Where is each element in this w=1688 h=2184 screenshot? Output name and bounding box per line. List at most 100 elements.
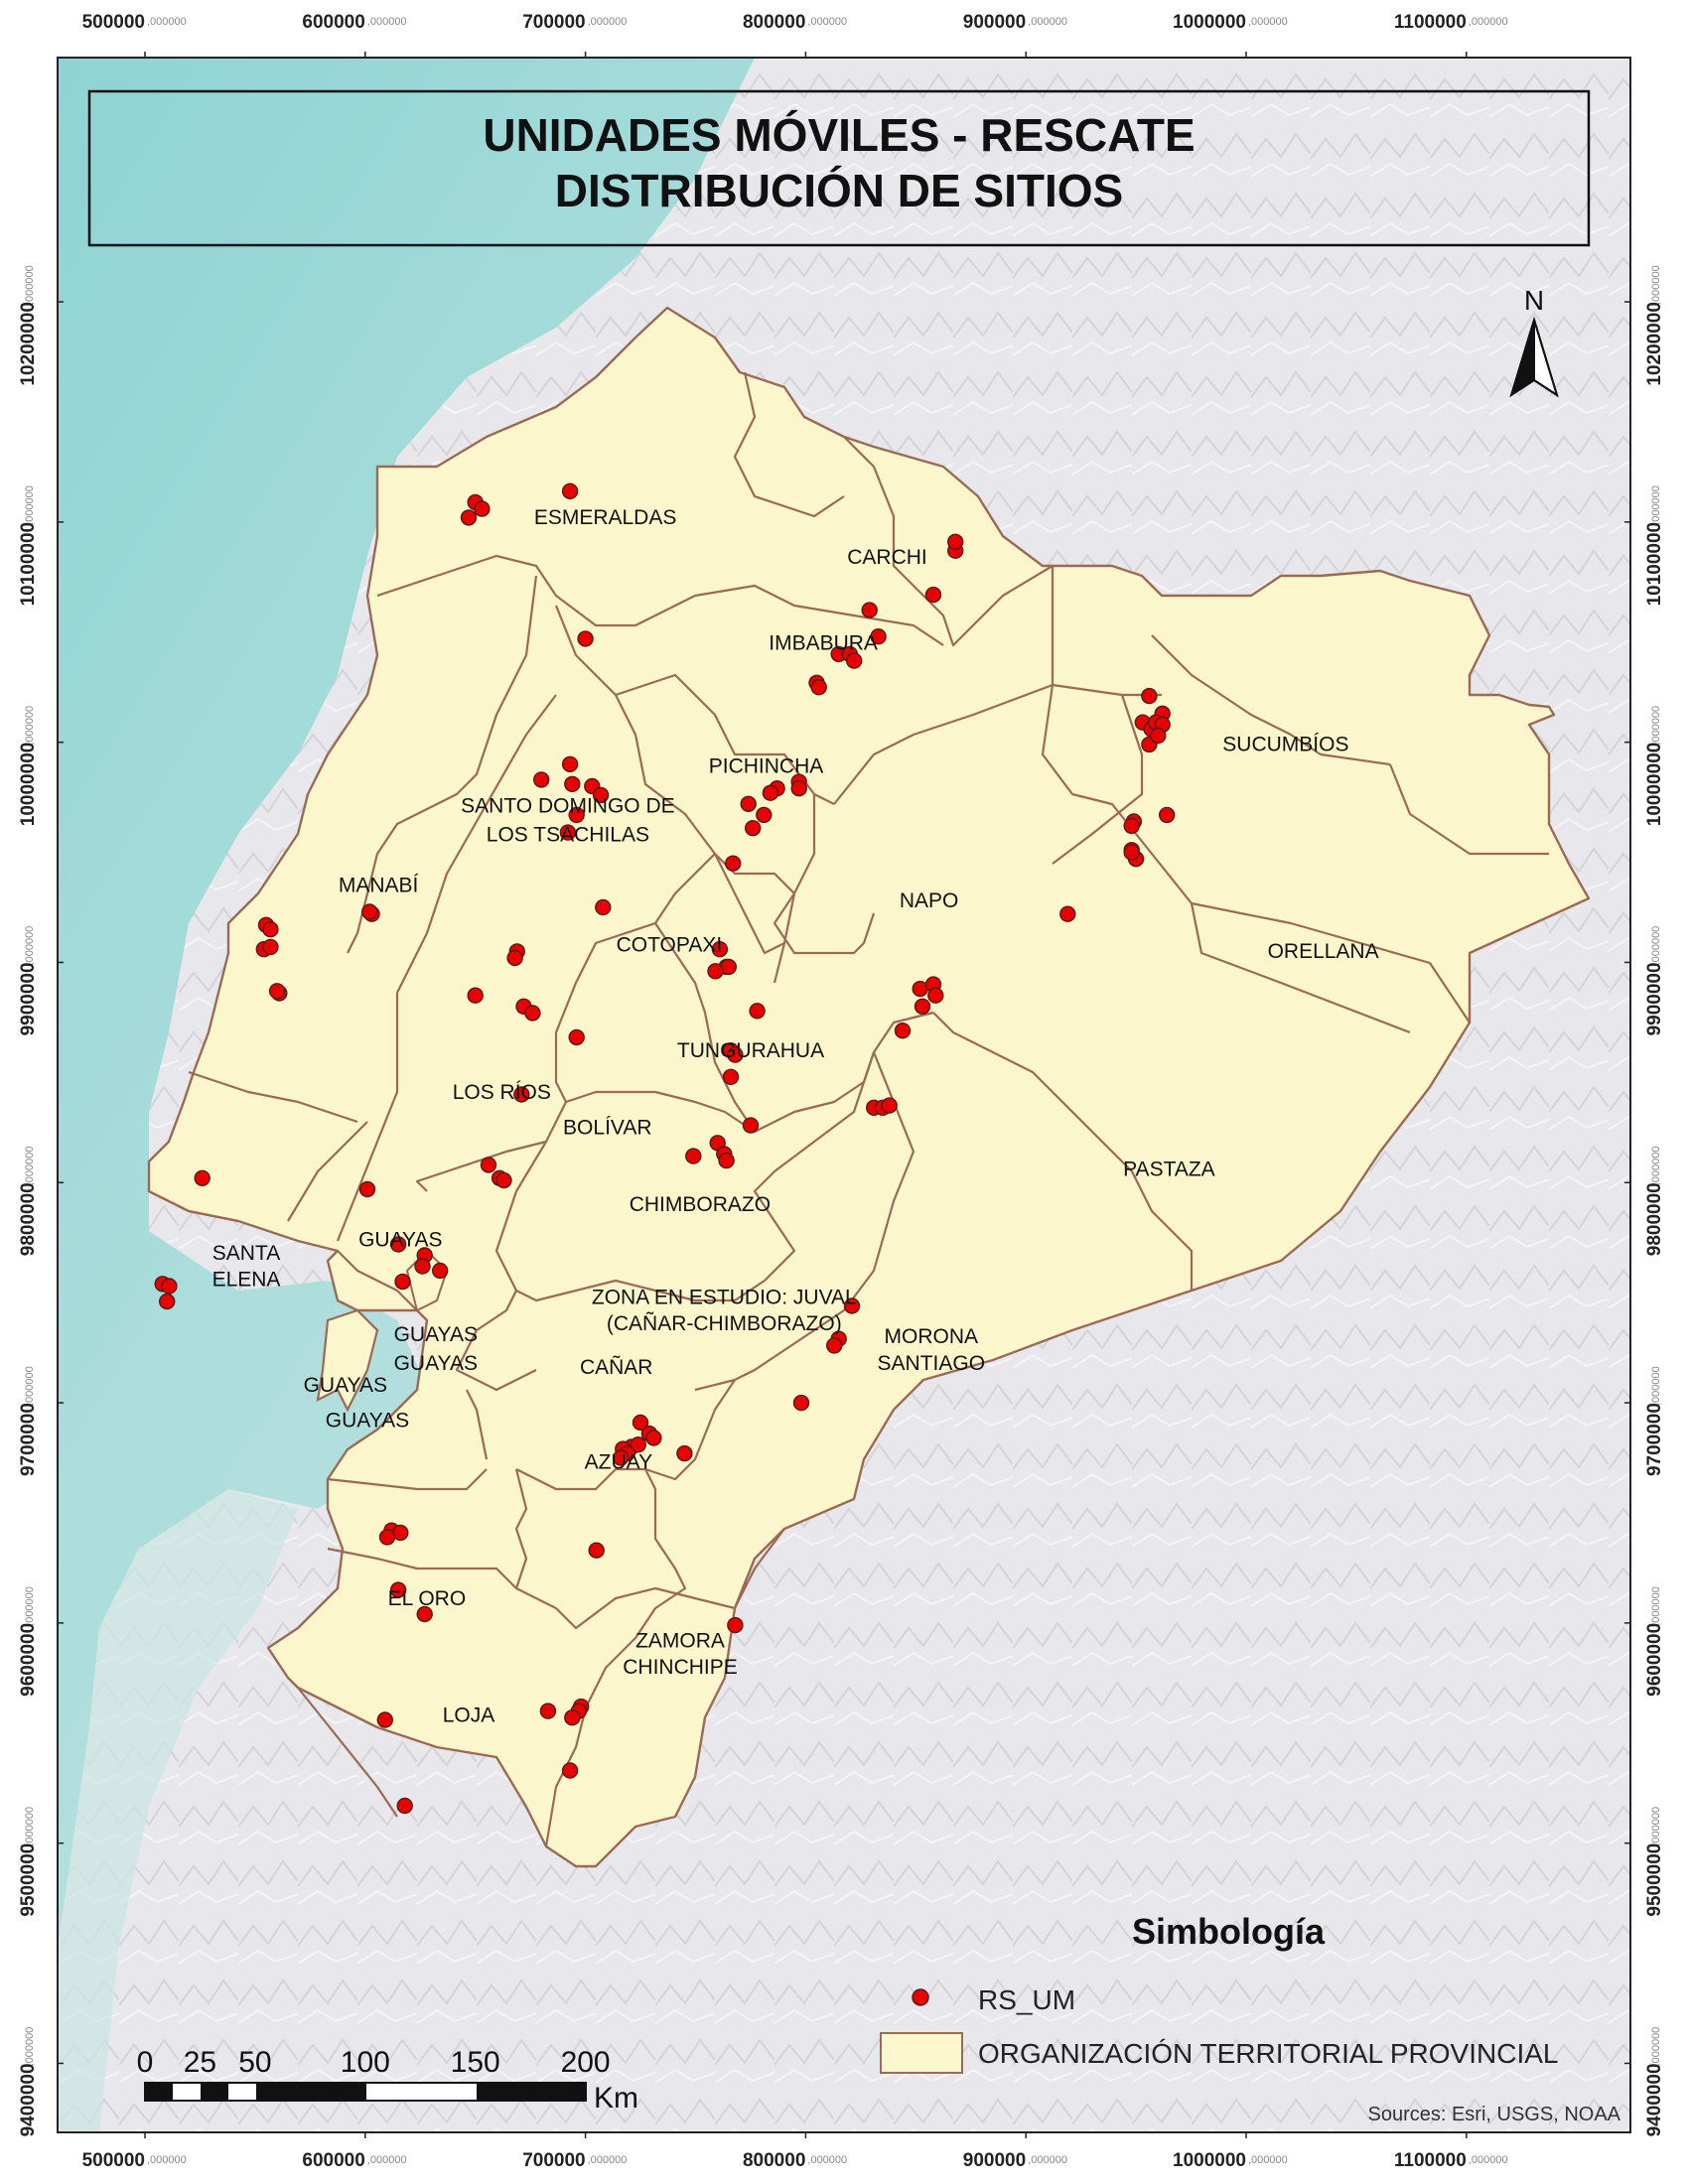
province-label: AZUAY xyxy=(585,1451,652,1474)
site-point xyxy=(742,1117,760,1134)
site-point xyxy=(927,987,944,1004)
credits-text: Sources: Esri, USGS, NOAA xyxy=(1367,2104,1620,2125)
x-tick-decimals: ,000000 xyxy=(1469,16,1508,28)
y-tick-label: 9800000 xyxy=(1644,1182,1665,1256)
province-boundary xyxy=(1190,902,1411,1034)
country-outline xyxy=(147,306,1591,1868)
province-label: CHINCHIPE xyxy=(623,1656,738,1679)
site-point xyxy=(524,1005,541,1022)
province-boundary xyxy=(188,1209,239,1223)
site-point xyxy=(645,1430,662,1446)
legend-province-swatch xyxy=(880,2032,963,2074)
province-boundary xyxy=(544,1468,687,1847)
province-label: CAÑAR xyxy=(580,1355,653,1379)
y-tick-label: 9700000 xyxy=(18,1403,39,1476)
y-tick-label: 10200000 xyxy=(18,302,39,386)
site-point xyxy=(727,1046,744,1063)
province-boundary xyxy=(753,1051,876,1282)
site-point xyxy=(588,1542,605,1559)
province-label: BOLÍVAR xyxy=(563,1117,651,1140)
province-label: ELENA xyxy=(212,1269,281,1292)
province-boundary xyxy=(1388,763,1549,856)
site-point xyxy=(1150,727,1167,745)
province-boundary xyxy=(555,1586,736,1630)
site-point xyxy=(561,1762,579,1779)
province-boundary xyxy=(396,694,557,994)
x-tick-label: 900000 xyxy=(963,2150,1026,2171)
y-tick-label: 9400000 xyxy=(1644,2063,1665,2136)
y-tick-decimals: ,000000 xyxy=(24,706,36,746)
province-label: GUAYAS xyxy=(394,1323,478,1346)
province-boundary xyxy=(415,1101,567,1192)
scale-tick-label: 25 xyxy=(184,2046,216,2079)
site-point xyxy=(722,1068,740,1086)
site-point xyxy=(414,1258,431,1275)
province-boundary xyxy=(654,922,756,1133)
site-point xyxy=(378,1529,396,1546)
y-tick-label: 9900000 xyxy=(1644,962,1665,1035)
x-tick-decimals: ,000000 xyxy=(1248,16,1288,28)
province-label: CARCHI xyxy=(847,546,927,569)
scale-unit: Km xyxy=(594,2082,638,2115)
x-tick-label: 700000 xyxy=(522,2150,585,2171)
x-tick-decimals: ,000000 xyxy=(1469,2154,1508,2166)
y-tick-label: 9800000 xyxy=(18,1182,39,1256)
scale-tick-label: 50 xyxy=(238,2046,271,2079)
y-tick-decimals: ,000000 xyxy=(24,265,36,305)
province-label: GUAYAS xyxy=(326,1410,409,1433)
title-line-1: UNIDADES MÓVILES - RESCATE xyxy=(483,109,1195,161)
province-boundary xyxy=(514,1468,557,1609)
ocean-shelf xyxy=(58,1489,298,2132)
province-label: SUCUMBÍOS xyxy=(1222,734,1348,756)
x-tick-label: 1100000 xyxy=(1394,2150,1467,2171)
province-label: (CAÑAR-CHIMBORAZO) xyxy=(607,1311,842,1335)
province-boundary xyxy=(327,1468,488,1491)
y-tick-label: 9900000 xyxy=(18,962,39,1035)
province-boundary xyxy=(287,1121,368,1222)
site-point xyxy=(947,533,964,550)
site-point xyxy=(564,775,581,792)
legend-site-symbol xyxy=(912,1988,929,2006)
x-tick-label: 800000 xyxy=(743,2150,805,2171)
scale-tick-label: 100 xyxy=(341,2046,390,2079)
y-tick-label: 10200000 xyxy=(1644,302,1665,386)
site-point xyxy=(376,1711,393,1728)
y-tick-decimals: ,000000 xyxy=(1650,706,1662,746)
site-point xyxy=(914,998,931,1015)
site-point xyxy=(745,820,762,837)
y-tick-label: 10000000 xyxy=(1644,743,1665,827)
site-point xyxy=(762,784,779,801)
scale-bar: 0 25 50 100 150 200 Km xyxy=(137,2046,638,2115)
y-tick-decimals: ,000000 xyxy=(1650,1366,1662,1406)
scale-tick-label: 0 xyxy=(137,2046,154,2079)
y-tick-decimals: ,000000 xyxy=(1650,265,1662,305)
y-tick-decimals: ,000000 xyxy=(1650,1146,1662,1185)
province-label: ZAMORA xyxy=(635,1629,725,1652)
y-axis-ticks-right: 10200000,00000010100000,00000010000000,0… xyxy=(1624,265,1665,2136)
site-point xyxy=(161,1278,178,1295)
province-boundary xyxy=(714,853,785,955)
legend-provinces-label: ORGANIZACIÓN TERRITORIAL PROVINCIAL xyxy=(978,2038,1558,2069)
site-point xyxy=(513,1086,530,1103)
y-tick-decimals: ,000000 xyxy=(24,1807,36,1846)
site-point xyxy=(826,1337,843,1354)
site-point xyxy=(358,1180,376,1198)
province-label: CHIMBORAZO xyxy=(630,1193,771,1216)
provinces-layer xyxy=(147,306,1591,1868)
site-point xyxy=(676,1444,693,1462)
province-label: MANABÍ xyxy=(339,875,419,897)
province-boundary xyxy=(843,436,1054,647)
scale-tick-label: 150 xyxy=(451,2046,500,2079)
province-label: EL ORO xyxy=(388,1587,467,1610)
scale-tick-label: 200 xyxy=(561,2046,611,2079)
province-boundary xyxy=(554,853,716,1103)
site-point xyxy=(568,806,585,824)
site-point xyxy=(396,1797,413,1815)
province-boundary xyxy=(466,1389,489,1460)
site-point xyxy=(416,1605,433,1623)
site-point xyxy=(790,780,807,797)
x-tick-decimals: ,000000 xyxy=(147,16,187,28)
y-tick-decimals: ,000000 xyxy=(24,485,36,525)
province-label: LOJA xyxy=(443,1705,495,1727)
site-point xyxy=(870,628,887,645)
